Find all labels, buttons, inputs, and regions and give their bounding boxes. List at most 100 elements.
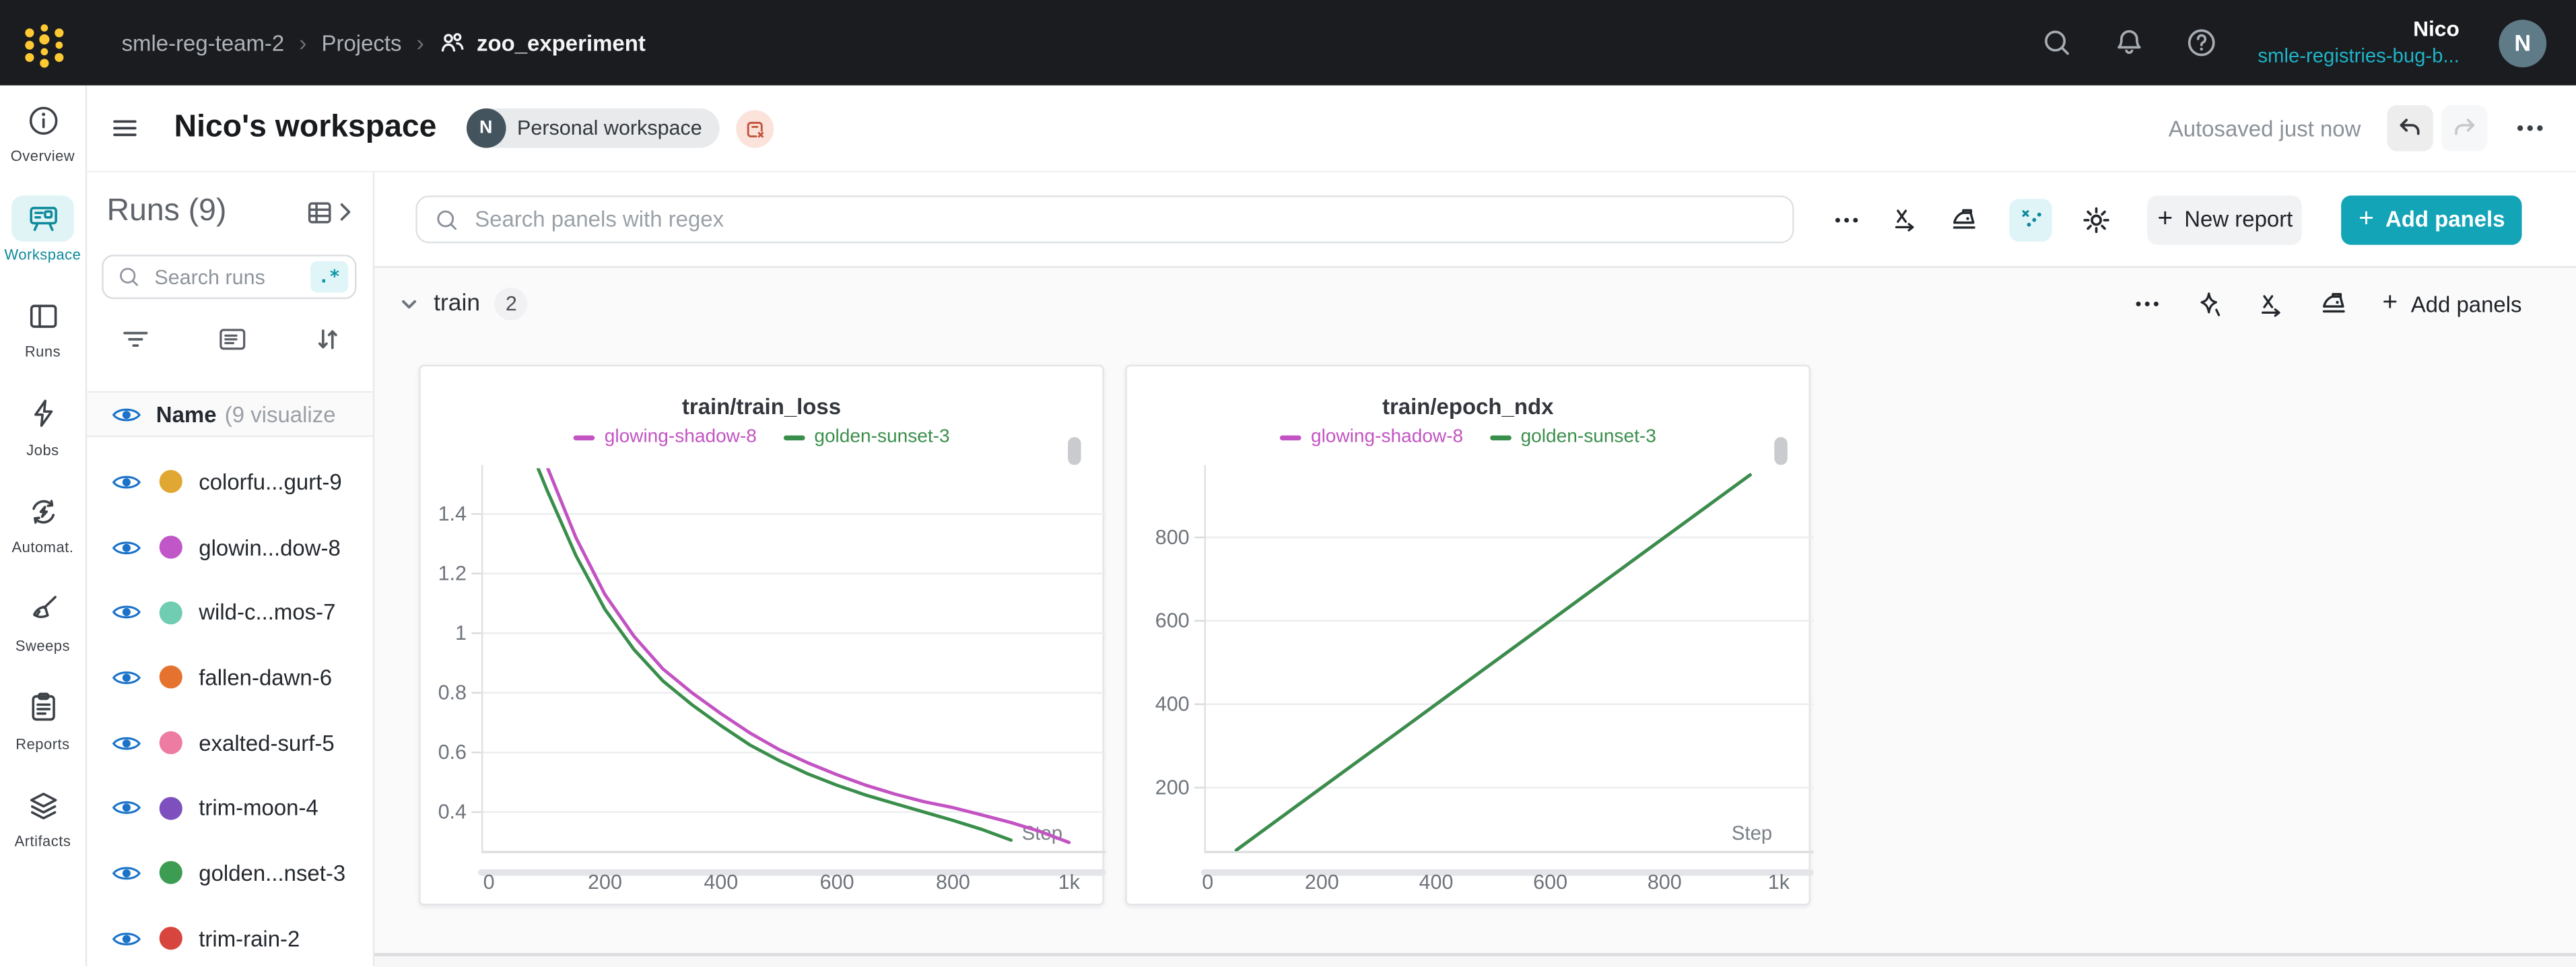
chart-panel-train-loss[interactable]: train/train_loss glowing-shadow-8 golden-… <box>419 364 1106 906</box>
x-axis-icon[interactable] <box>1890 204 1921 235</box>
legend-entry[interactable]: golden-sunset-3 <box>1489 427 1656 447</box>
svg-text:400: 400 <box>704 871 738 894</box>
sidebar-item-workspace[interactable]: Workspace <box>0 195 86 280</box>
run-name: fallen-dawn-6 <box>199 665 333 690</box>
smoothing-iron-icon[interactable] <box>1949 203 1982 236</box>
run-row[interactable]: trim-moon-4 <box>87 776 373 841</box>
run-color-dot <box>159 796 182 820</box>
table-icon <box>29 304 57 328</box>
remove-panel-icon[interactable] <box>736 109 775 147</box>
run-name: colorfu...gurt-9 <box>199 469 342 495</box>
top-bar: smle-reg-team-2 › Projects › zoo_experim… <box>0 0 2576 86</box>
run-row[interactable]: colorfu...gurt-9 <box>87 449 373 514</box>
sidebar-item-artifacts[interactable]: Artifacts <box>0 782 86 868</box>
wandb-logo-icon[interactable] <box>0 10 87 76</box>
zap-icon <box>33 400 53 428</box>
eye-icon[interactable] <box>112 928 141 949</box>
new-report-button[interactable]: + New report <box>2148 195 2303 244</box>
left-nav: Overview Workspace Runs Jobs Automat. Sweeps R… <box>0 85 88 966</box>
user-menu[interactable]: Nico smle-registries-bug-b... <box>2258 17 2459 68</box>
panel-drag-handle[interactable] <box>1068 437 1081 465</box>
run-row[interactable]: fallen-dawn-6 <box>87 645 373 710</box>
badge-label: Personal workspace <box>517 116 702 140</box>
overflow-menu-icon[interactable] <box>2132 289 2162 319</box>
sidebar-item-sweeps[interactable]: Sweeps <box>0 587 86 672</box>
eye-icon[interactable] <box>112 797 141 819</box>
svg-text:800: 800 <box>936 871 970 894</box>
run-row[interactable]: glowin...dow-8 <box>87 514 373 580</box>
plus-icon: + <box>2359 204 2374 233</box>
sidebar-item-automat[interactable]: Automat. <box>0 489 86 574</box>
runs-table-expand-icon[interactable] <box>306 197 353 228</box>
breadcrumb-projects[interactable]: Projects <box>321 30 402 55</box>
sidebar-item-overview[interactable]: Overview <box>0 97 86 182</box>
sort-icon[interactable] <box>312 323 343 354</box>
bell-icon[interactable] <box>2113 26 2146 59</box>
svg-text:800: 800 <box>1155 526 1190 549</box>
sidebar-item-label: Overview <box>10 147 75 165</box>
legend-series-name: glowing-shadow-8 <box>1310 427 1464 447</box>
undo-button[interactable] <box>2387 105 2433 152</box>
panel-grid: train/train_loss glowing-shadow-8 golden-… <box>419 364 1814 906</box>
runs-list-header[interactable]: Name (9 visualize <box>87 391 373 438</box>
eye-icon[interactable] <box>112 403 141 425</box>
train-section-header: train 2 <box>374 268 2576 340</box>
eye-icon[interactable] <box>112 537 141 558</box>
search-panels-input[interactable] <box>471 205 1777 234</box>
search-icon[interactable] <box>2041 26 2074 59</box>
sparkle-icon[interactable] <box>2194 288 2225 319</box>
run-row[interactable]: wild-c...mos-7 <box>87 580 373 645</box>
panel-drag-handle[interactable] <box>1774 437 1788 465</box>
breadcrumb-project[interactable]: zoo_experiment <box>439 29 646 57</box>
section-name[interactable]: train <box>434 290 481 317</box>
eye-icon[interactable] <box>112 602 141 624</box>
svg-text:0: 0 <box>1202 871 1213 894</box>
sidebar-item-jobs[interactable]: Jobs <box>0 391 86 476</box>
search-runs-input[interactable] <box>151 263 310 290</box>
eye-icon[interactable] <box>112 667 141 688</box>
help-icon[interactable] <box>2185 26 2218 59</box>
section-add-panels-button[interactable]: + Add panels <box>2382 289 2521 319</box>
svg-text:1k: 1k <box>1058 871 1081 894</box>
sidebar-item-label: Runs <box>24 343 61 360</box>
sidebar-item-runs[interactable]: Runs <box>0 293 86 378</box>
eye-icon[interactable] <box>112 471 141 493</box>
line-chart: 200 400 600 800 0 200 400 600 800 1k Step <box>1155 465 1814 894</box>
x-axis-icon[interactable] <box>2256 288 2286 319</box>
automations-icon <box>32 500 54 524</box>
hamburger-menu-icon[interactable] <box>110 113 139 143</box>
filter-icon[interactable] <box>120 323 151 354</box>
settings-gear-icon[interactable] <box>2080 203 2113 236</box>
workspace-badge[interactable]: N Personal workspace <box>466 108 720 148</box>
user-org-link[interactable]: smle-registries-bug-b... <box>2258 43 2460 67</box>
regex-toggle[interactable]: .* <box>310 261 349 293</box>
eye-icon[interactable] <box>112 732 141 754</box>
svg-text:1k: 1k <box>1768 871 1790 894</box>
run-color-dot <box>159 731 182 755</box>
add-panels-button[interactable]: + Add panels <box>2342 195 2522 244</box>
svg-text:1: 1 <box>455 622 467 644</box>
overflow-menu-icon[interactable] <box>2513 113 2546 143</box>
breadcrumb-team[interactable]: smle-reg-team-2 <box>121 30 285 55</box>
chart-panel-epoch-ndx[interactable]: train/epoch_ndx glowing-shadow-8 golden-s… <box>1125 364 1814 906</box>
legend-entry[interactable]: glowing-shadow-8 <box>573 427 757 447</box>
overflow-menu-icon[interactable] <box>1833 205 1862 234</box>
eye-icon[interactable] <box>112 863 141 884</box>
run-row[interactable]: golden...nset-3 <box>87 840 373 906</box>
redo-button[interactable] <box>2441 105 2488 152</box>
run-row[interactable]: trim-rain-2 <box>87 906 373 966</box>
main-area: + New report + Add panels train 2 <box>374 172 2576 967</box>
outliers-icon[interactable] <box>2010 198 2053 241</box>
run-color-dot <box>159 666 182 690</box>
legend-entry[interactable]: glowing-shadow-8 <box>1279 427 1464 447</box>
chevron-down-icon[interactable] <box>398 292 421 315</box>
sidebar-item-reports[interactable]: Reports <box>0 684 86 770</box>
next-section-strip <box>374 955 2576 967</box>
sidebar-item-label: Workspace <box>4 246 81 263</box>
avatar[interactable]: N <box>2499 19 2547 67</box>
run-row[interactable]: exalted-surf-5 <box>87 710 373 776</box>
legend-entry[interactable]: golden-sunset-3 <box>782 427 950 447</box>
header-actions: Autosaved just now <box>2169 105 2576 152</box>
list-details-icon[interactable] <box>216 323 247 354</box>
smoothing-iron-icon[interactable] <box>2318 288 2351 321</box>
